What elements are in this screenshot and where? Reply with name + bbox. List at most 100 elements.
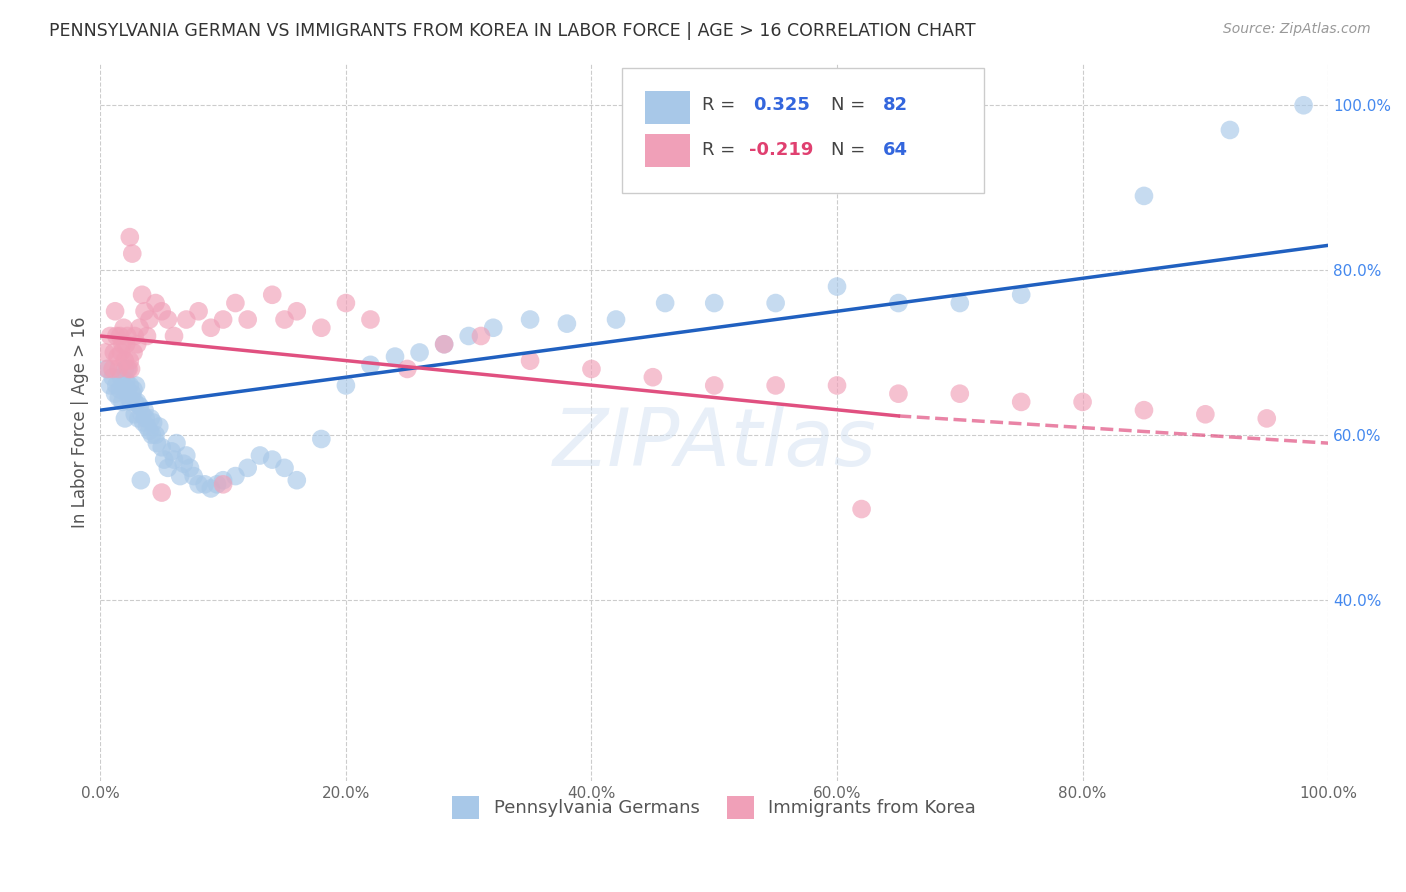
Point xyxy=(136,329,159,343)
Point xyxy=(142,416,165,430)
Text: N =: N = xyxy=(831,141,870,159)
Y-axis label: In Labor Force | Age > 16: In Labor Force | Age > 16 xyxy=(72,317,89,528)
Point xyxy=(97,362,120,376)
Point xyxy=(110,370,132,384)
Text: 82: 82 xyxy=(883,96,908,114)
Point xyxy=(703,378,725,392)
Point xyxy=(311,432,333,446)
Point xyxy=(101,362,124,376)
Text: -0.219: -0.219 xyxy=(748,141,813,159)
Point xyxy=(703,296,725,310)
Point xyxy=(107,362,129,376)
Point xyxy=(108,329,131,343)
Point xyxy=(187,477,209,491)
Point xyxy=(1010,395,1032,409)
Point xyxy=(359,312,381,326)
Point xyxy=(138,424,160,438)
Point xyxy=(156,460,179,475)
Point xyxy=(187,304,209,318)
Point xyxy=(887,296,910,310)
Point xyxy=(111,395,134,409)
Point xyxy=(654,296,676,310)
Point xyxy=(166,436,188,450)
Point xyxy=(117,329,139,343)
Point xyxy=(121,386,143,401)
Point xyxy=(273,460,295,475)
FancyBboxPatch shape xyxy=(623,68,984,193)
Point xyxy=(433,337,456,351)
Point xyxy=(135,411,157,425)
Point xyxy=(311,320,333,334)
Point xyxy=(212,477,235,491)
Point xyxy=(470,329,492,343)
Point xyxy=(335,296,357,310)
Point xyxy=(150,440,173,454)
Point xyxy=(224,469,246,483)
Point xyxy=(887,386,910,401)
Point xyxy=(433,337,456,351)
Point xyxy=(949,296,972,310)
Point xyxy=(285,304,308,318)
Legend: Pennsylvania Germans, Immigrants from Korea: Pennsylvania Germans, Immigrants from Ko… xyxy=(446,789,983,826)
Point xyxy=(224,296,246,310)
Point xyxy=(134,403,156,417)
Point xyxy=(110,345,132,359)
Point xyxy=(117,383,139,397)
Point xyxy=(555,317,578,331)
Point xyxy=(117,362,139,376)
Point xyxy=(127,395,149,409)
Text: Source: ZipAtlas.com: Source: ZipAtlas.com xyxy=(1223,22,1371,37)
Point xyxy=(825,279,848,293)
Point xyxy=(117,391,139,405)
Point xyxy=(949,386,972,401)
Point xyxy=(148,419,170,434)
Point xyxy=(212,312,235,326)
Text: PENNSYLVANIA GERMAN VS IMMIGRANTS FROM KOREA IN LABOR FORCE | AGE > 16 CORRELATI: PENNSYLVANIA GERMAN VS IMMIGRANTS FROM K… xyxy=(49,22,976,40)
Point xyxy=(384,350,406,364)
Point xyxy=(457,329,479,343)
Point xyxy=(200,320,222,334)
Text: ZIPAtlas: ZIPAtlas xyxy=(553,405,876,483)
Point xyxy=(115,337,138,351)
Point xyxy=(120,395,142,409)
Point xyxy=(114,411,136,425)
Point xyxy=(262,287,284,301)
Point xyxy=(183,469,205,483)
Point xyxy=(173,457,195,471)
Point xyxy=(118,230,141,244)
FancyBboxPatch shape xyxy=(645,134,690,167)
Text: R =: R = xyxy=(702,141,741,159)
Text: 0.325: 0.325 xyxy=(754,96,810,114)
Point xyxy=(1133,189,1156,203)
Point xyxy=(105,329,128,343)
Point xyxy=(134,304,156,318)
Point xyxy=(163,329,186,343)
Point xyxy=(107,350,129,364)
Point xyxy=(156,312,179,326)
Point xyxy=(1071,395,1094,409)
Point xyxy=(273,312,295,326)
Point xyxy=(114,353,136,368)
Point xyxy=(96,362,118,376)
Point xyxy=(581,362,603,376)
Point xyxy=(825,378,848,392)
Point xyxy=(150,304,173,318)
Point xyxy=(1256,411,1278,425)
Point xyxy=(408,345,430,359)
Point xyxy=(132,416,155,430)
Point xyxy=(108,383,131,397)
Point xyxy=(194,477,217,491)
Point xyxy=(139,411,162,425)
Point xyxy=(121,246,143,260)
Point xyxy=(118,353,141,368)
Point xyxy=(169,469,191,483)
Point xyxy=(335,378,357,392)
Point xyxy=(101,370,124,384)
Point xyxy=(765,296,787,310)
Point xyxy=(107,391,129,405)
Point xyxy=(519,353,541,368)
Point xyxy=(136,419,159,434)
Point xyxy=(396,362,419,376)
Point xyxy=(262,452,284,467)
Point xyxy=(128,320,150,334)
